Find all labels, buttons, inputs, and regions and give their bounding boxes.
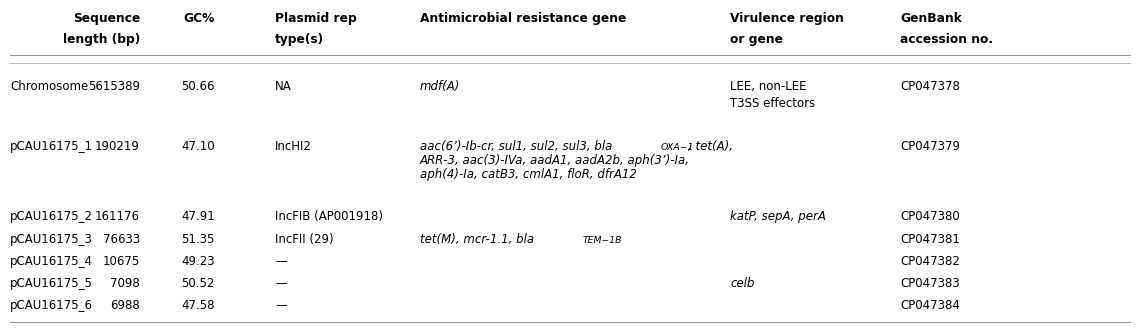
Text: GenBank: GenBank <box>900 12 962 25</box>
Text: 190219: 190219 <box>95 140 140 153</box>
Text: pCAU16175_3: pCAU16175_3 <box>10 233 93 246</box>
Text: IncFIB (AP001918): IncFIB (AP001918) <box>275 210 383 223</box>
Text: CP047379: CP047379 <box>900 140 960 153</box>
Text: —: — <box>275 299 287 312</box>
Text: 51.35: 51.35 <box>182 233 215 246</box>
Text: CP047381: CP047381 <box>900 233 960 246</box>
Text: IncHI2: IncHI2 <box>275 140 312 153</box>
Text: mdf(A): mdf(A) <box>420 80 460 93</box>
Text: katP, sepA, perA: katP, sepA, perA <box>730 210 826 223</box>
Text: aph(4)-Ia, catB3, cmlA1, floR, dfrA12: aph(4)-Ia, catB3, cmlA1, floR, dfrA12 <box>420 168 637 181</box>
Text: CP047380: CP047380 <box>900 210 959 223</box>
Text: , tet(A),: , tet(A), <box>689 140 733 153</box>
Text: Chromosome: Chromosome <box>10 80 88 93</box>
Text: Plasmid rep: Plasmid rep <box>275 12 356 25</box>
Text: Virulence region: Virulence region <box>730 12 844 25</box>
Text: Sequence: Sequence <box>73 12 140 25</box>
Text: CP047378: CP047378 <box>900 80 960 93</box>
Text: Antimicrobial resistance gene: Antimicrobial resistance gene <box>420 12 626 25</box>
Text: —: — <box>275 277 287 290</box>
Text: OXA−1: OXA−1 <box>660 143 694 152</box>
Text: 6988: 6988 <box>111 299 140 312</box>
Text: 47.10: 47.10 <box>182 140 215 153</box>
Text: 76633: 76633 <box>103 233 140 246</box>
Text: 5615389: 5615389 <box>88 80 140 93</box>
Text: 50.52: 50.52 <box>182 277 215 290</box>
Text: length (bp): length (bp) <box>63 33 140 46</box>
Text: NA: NA <box>275 80 291 93</box>
Text: pCAU16175_1: pCAU16175_1 <box>10 140 93 153</box>
Text: aac(6’)-Ib-cr, sul1, sul2, sul3, bla: aac(6’)-Ib-cr, sul1, sul2, sul3, bla <box>420 140 612 153</box>
Text: pCAU16175_6: pCAU16175_6 <box>10 299 93 312</box>
Text: tet(M), mcr-1.1, bla: tet(M), mcr-1.1, bla <box>420 233 534 246</box>
Text: CP047382: CP047382 <box>900 255 960 268</box>
Text: type(s): type(s) <box>275 33 324 46</box>
Text: CP047384: CP047384 <box>900 299 960 312</box>
Text: accession no.: accession no. <box>900 33 994 46</box>
Text: 50.66: 50.66 <box>182 80 215 93</box>
Text: 49.23: 49.23 <box>182 255 215 268</box>
Text: 10675: 10675 <box>103 255 140 268</box>
Text: pCAU16175_2: pCAU16175_2 <box>10 210 93 223</box>
Text: pCAU16175_4: pCAU16175_4 <box>10 255 93 268</box>
Text: TEM−1B: TEM−1B <box>582 236 622 245</box>
Text: pCAU16175_5: pCAU16175_5 <box>10 277 93 290</box>
Text: 7098: 7098 <box>111 277 140 290</box>
Text: —: — <box>275 255 287 268</box>
Text: 47.91: 47.91 <box>182 210 215 223</box>
Text: 161176: 161176 <box>95 210 140 223</box>
Text: celb: celb <box>730 277 755 290</box>
Text: IncFII (29): IncFII (29) <box>275 233 333 246</box>
Text: GC%: GC% <box>184 12 215 25</box>
Text: LEE, non-LEE
T3SS effectors: LEE, non-LEE T3SS effectors <box>730 80 815 110</box>
Text: CP047383: CP047383 <box>900 277 959 290</box>
Text: 47.58: 47.58 <box>182 299 215 312</box>
Text: ARR-3, aac(3)-IVa, aadA1, aadA2b, aph(3’)-Ia,: ARR-3, aac(3)-IVa, aadA1, aadA2b, aph(3’… <box>420 154 690 167</box>
Text: or gene: or gene <box>730 33 783 46</box>
